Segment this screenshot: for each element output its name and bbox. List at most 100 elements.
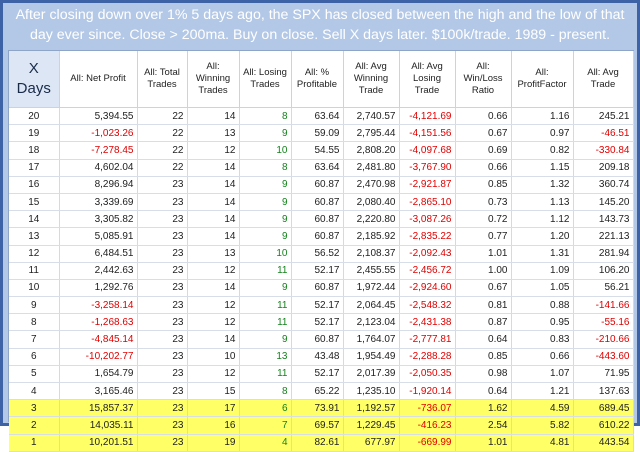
table-row[interactable]: 18 -7,278.45 22 12 10 54.55 2,808.20 -4,097.68 0…: [9, 141, 634, 160]
col-header-pct-profitable[interactable]: All: % Profitable: [291, 51, 344, 108]
col-header-net-profit[interactable]: All: Net Profit: [59, 51, 138, 108]
cell-net-profit: 4,602.04: [59, 159, 138, 177]
table-row[interactable]: 17 4,602.04 22 14 8 63.64 2,481.80 -3,767.90 0.6…: [9, 159, 634, 177]
cell-winning-trades: 14: [187, 227, 240, 246]
cell-avg-winning-trade: 2,795.44: [343, 124, 400, 143]
col-header-winning-trades[interactable]: All: Winning Trades: [187, 51, 240, 108]
cell-avg-winning-trade: 1,235.10: [343, 382, 400, 401]
table-row[interactable]: 10 1,292.76 23 14 9 60.87 1,972.44 -2,924.60 0.6…: [9, 279, 634, 298]
cell-profit-factor: 5.82: [511, 416, 574, 435]
cell-losing-trades: 9: [239, 279, 292, 298]
cell-net-profit: -1,023.26: [59, 124, 138, 143]
table-row[interactable]: 4 3,165.46 23 15 8 65.22 1,235.10 -1,920.14 0.64…: [9, 382, 634, 401]
cell-winning-trades: 15: [187, 382, 240, 401]
table-row[interactable]: 7 -4,845.14 23 14 9 60.87 1,764.07 -2,777.81 0.6…: [9, 330, 634, 349]
cell-avg-trade: -330.84: [573, 141, 634, 160]
table-row[interactable]: 19 -1,023.26 22 13 9 59.09 2,795.44 -4,151.56 0.…: [9, 124, 634, 143]
col-header-total-trades[interactable]: All: Total Trades: [137, 51, 188, 108]
cell-winning-trades: 12: [187, 262, 240, 280]
cell-winning-trades: 17: [187, 399, 240, 418]
table-row[interactable]: 13 5,085.91 23 14 9 60.87 2,185.92 -2,835.22 0.7…: [9, 227, 634, 246]
cell-profit-factor: 1.16: [511, 107, 574, 126]
table-row[interactable]: 1 10,201.51 23 19 4 82.61 677.97 -669.99 1.01 4.8…: [9, 434, 634, 452]
cell-win-loss-ratio: 1.62: [455, 399, 512, 418]
table-row[interactable]: 15 3,339.69 23 14 9 60.87 2,080.40 -2,865.10 0.7…: [9, 193, 634, 212]
table-row[interactable]: 3 15,857.37 23 17 6 73.91 1,192.57 -736.07 1.62 4…: [9, 399, 634, 418]
table-row[interactable]: 5 1,654.79 23 12 11 52.17 2,017.39 -2,050.35 0.9…: [9, 365, 634, 384]
cell-total-trades: 23: [137, 382, 188, 401]
cell-avg-trade: 137.63: [573, 382, 634, 401]
cell-avg-winning-trade: 1,954.49: [343, 348, 400, 366]
cell-days: 2: [9, 416, 60, 435]
cell-win-loss-ratio: 0.64: [455, 330, 512, 349]
cell-pct-profitable: 60.87: [291, 279, 344, 298]
col-header-profit-factor[interactable]: All: ProfitFactor: [511, 51, 574, 108]
cell-win-loss-ratio: 0.66: [455, 107, 512, 126]
cell-win-loss-ratio: 0.67: [455, 279, 512, 298]
cell-avg-losing-trade: -3,087.26: [399, 210, 456, 229]
table-row[interactable]: 2 14,035.11 23 16 7 69.57 1,229.45 -416.23 2.54 5…: [9, 416, 634, 435]
cell-days: 14: [9, 210, 60, 229]
cell-profit-factor: 4.81: [511, 434, 574, 452]
cell-total-trades: 23: [137, 313, 188, 332]
cell-pct-profitable: 43.48: [291, 348, 344, 366]
table-row[interactable]: 20 5,394.55 22 14 8 63.64 2,740.57 -4,121.69 0.6…: [9, 107, 634, 126]
cell-avg-trade: 143.73: [573, 210, 634, 229]
cell-days: 15: [9, 193, 60, 212]
report-title: After closing down over 1% 5 days ago, t…: [15, 7, 625, 43]
col-header-avg-trade[interactable]: All: Avg Trade: [573, 51, 634, 108]
cell-profit-factor: 0.97: [511, 124, 574, 143]
cell-win-loss-ratio: 0.87: [455, 313, 512, 332]
cell-pct-profitable: 52.17: [291, 296, 344, 315]
cell-avg-trade: -55.16: [573, 313, 634, 332]
cell-losing-trades: 8: [239, 107, 292, 126]
cell-losing-trades: 9: [239, 176, 292, 194]
col-header-win-loss-ratio[interactable]: All: Win/Loss Ratio: [455, 51, 512, 108]
cell-days: 4: [9, 382, 60, 401]
cell-pct-profitable: 73.91: [291, 399, 344, 418]
cell-pct-profitable: 54.55: [291, 141, 344, 160]
table-row[interactable]: 16 8,296.94 23 14 9 60.87 2,470.98 -2,921.87 0.8…: [9, 176, 634, 194]
cell-total-trades: 23: [137, 210, 188, 229]
cell-profit-factor: 0.83: [511, 330, 574, 349]
cell-net-profit: 5,085.91: [59, 227, 138, 246]
cell-avg-winning-trade: 2,455.55: [343, 262, 400, 280]
col-header-avg-winning-trade[interactable]: All: Avg Winning Trade: [343, 51, 400, 108]
cell-avg-losing-trade: -2,777.81: [399, 330, 456, 349]
table-row[interactable]: 6 -10,202.77 23 10 13 43.48 1,954.49 -2,288.28 0…: [9, 348, 634, 366]
cell-losing-trades: 10: [239, 245, 292, 263]
cell-avg-trade: -443.60: [573, 348, 634, 366]
col-header-avg-losing-trade[interactable]: All: Avg Losing Trade: [399, 51, 456, 108]
cell-avg-winning-trade: 2,740.57: [343, 107, 400, 126]
cell-profit-factor: 0.66: [511, 348, 574, 366]
cell-win-loss-ratio: 0.67: [455, 124, 512, 143]
table-row[interactable]: 12 6,484.51 23 13 10 56.52 2,108.37 -2,092.43 1.…: [9, 245, 634, 263]
cell-pct-profitable: 60.87: [291, 176, 344, 194]
cell-days: 12: [9, 245, 60, 263]
cell-profit-factor: 1.21: [511, 382, 574, 401]
cell-winning-trades: 12: [187, 313, 240, 332]
cell-losing-trades: 6: [239, 399, 292, 418]
table-row[interactable]: 8 -1,268.63 23 12 11 52.17 2,123.04 -2,431.38 0.…: [9, 313, 634, 332]
cell-avg-winning-trade: 2,080.40: [343, 193, 400, 212]
cell-total-trades: 23: [137, 416, 188, 435]
cell-total-trades: 23: [137, 227, 188, 246]
table-row[interactable]: 11 2,442.63 23 12 11 52.17 2,455.55 -2,456.72 1.…: [9, 262, 634, 280]
cell-profit-factor: 0.82: [511, 141, 574, 160]
cell-losing-trades: 11: [239, 262, 292, 280]
cell-win-loss-ratio: 0.85: [455, 176, 512, 194]
cell-winning-trades: 16: [187, 416, 240, 435]
table-row[interactable]: 14 3,305.82 23 14 9 60.87 2,220.80 -3,087.26 0.7…: [9, 210, 634, 229]
cell-winning-trades: 14: [187, 279, 240, 298]
cell-avg-trade: 360.74: [573, 176, 634, 194]
cell-winning-trades: 14: [187, 210, 240, 229]
cell-avg-losing-trade: -2,050.35: [399, 365, 456, 384]
cell-avg-winning-trade: 2,064.45: [343, 296, 400, 315]
cell-avg-trade: 145.20: [573, 193, 634, 212]
cell-avg-losing-trade: -669.99: [399, 434, 456, 452]
cell-winning-trades: 14: [187, 193, 240, 212]
cell-total-trades: 23: [137, 262, 188, 280]
col-header-losing-trades[interactable]: All: Losing Trades: [239, 51, 292, 108]
table-row[interactable]: 9 -3,258.14 23 12 11 52.17 2,064.45 -2,548.32 0.…: [9, 296, 634, 315]
col-header-x-days[interactable]: X Days: [9, 51, 60, 108]
